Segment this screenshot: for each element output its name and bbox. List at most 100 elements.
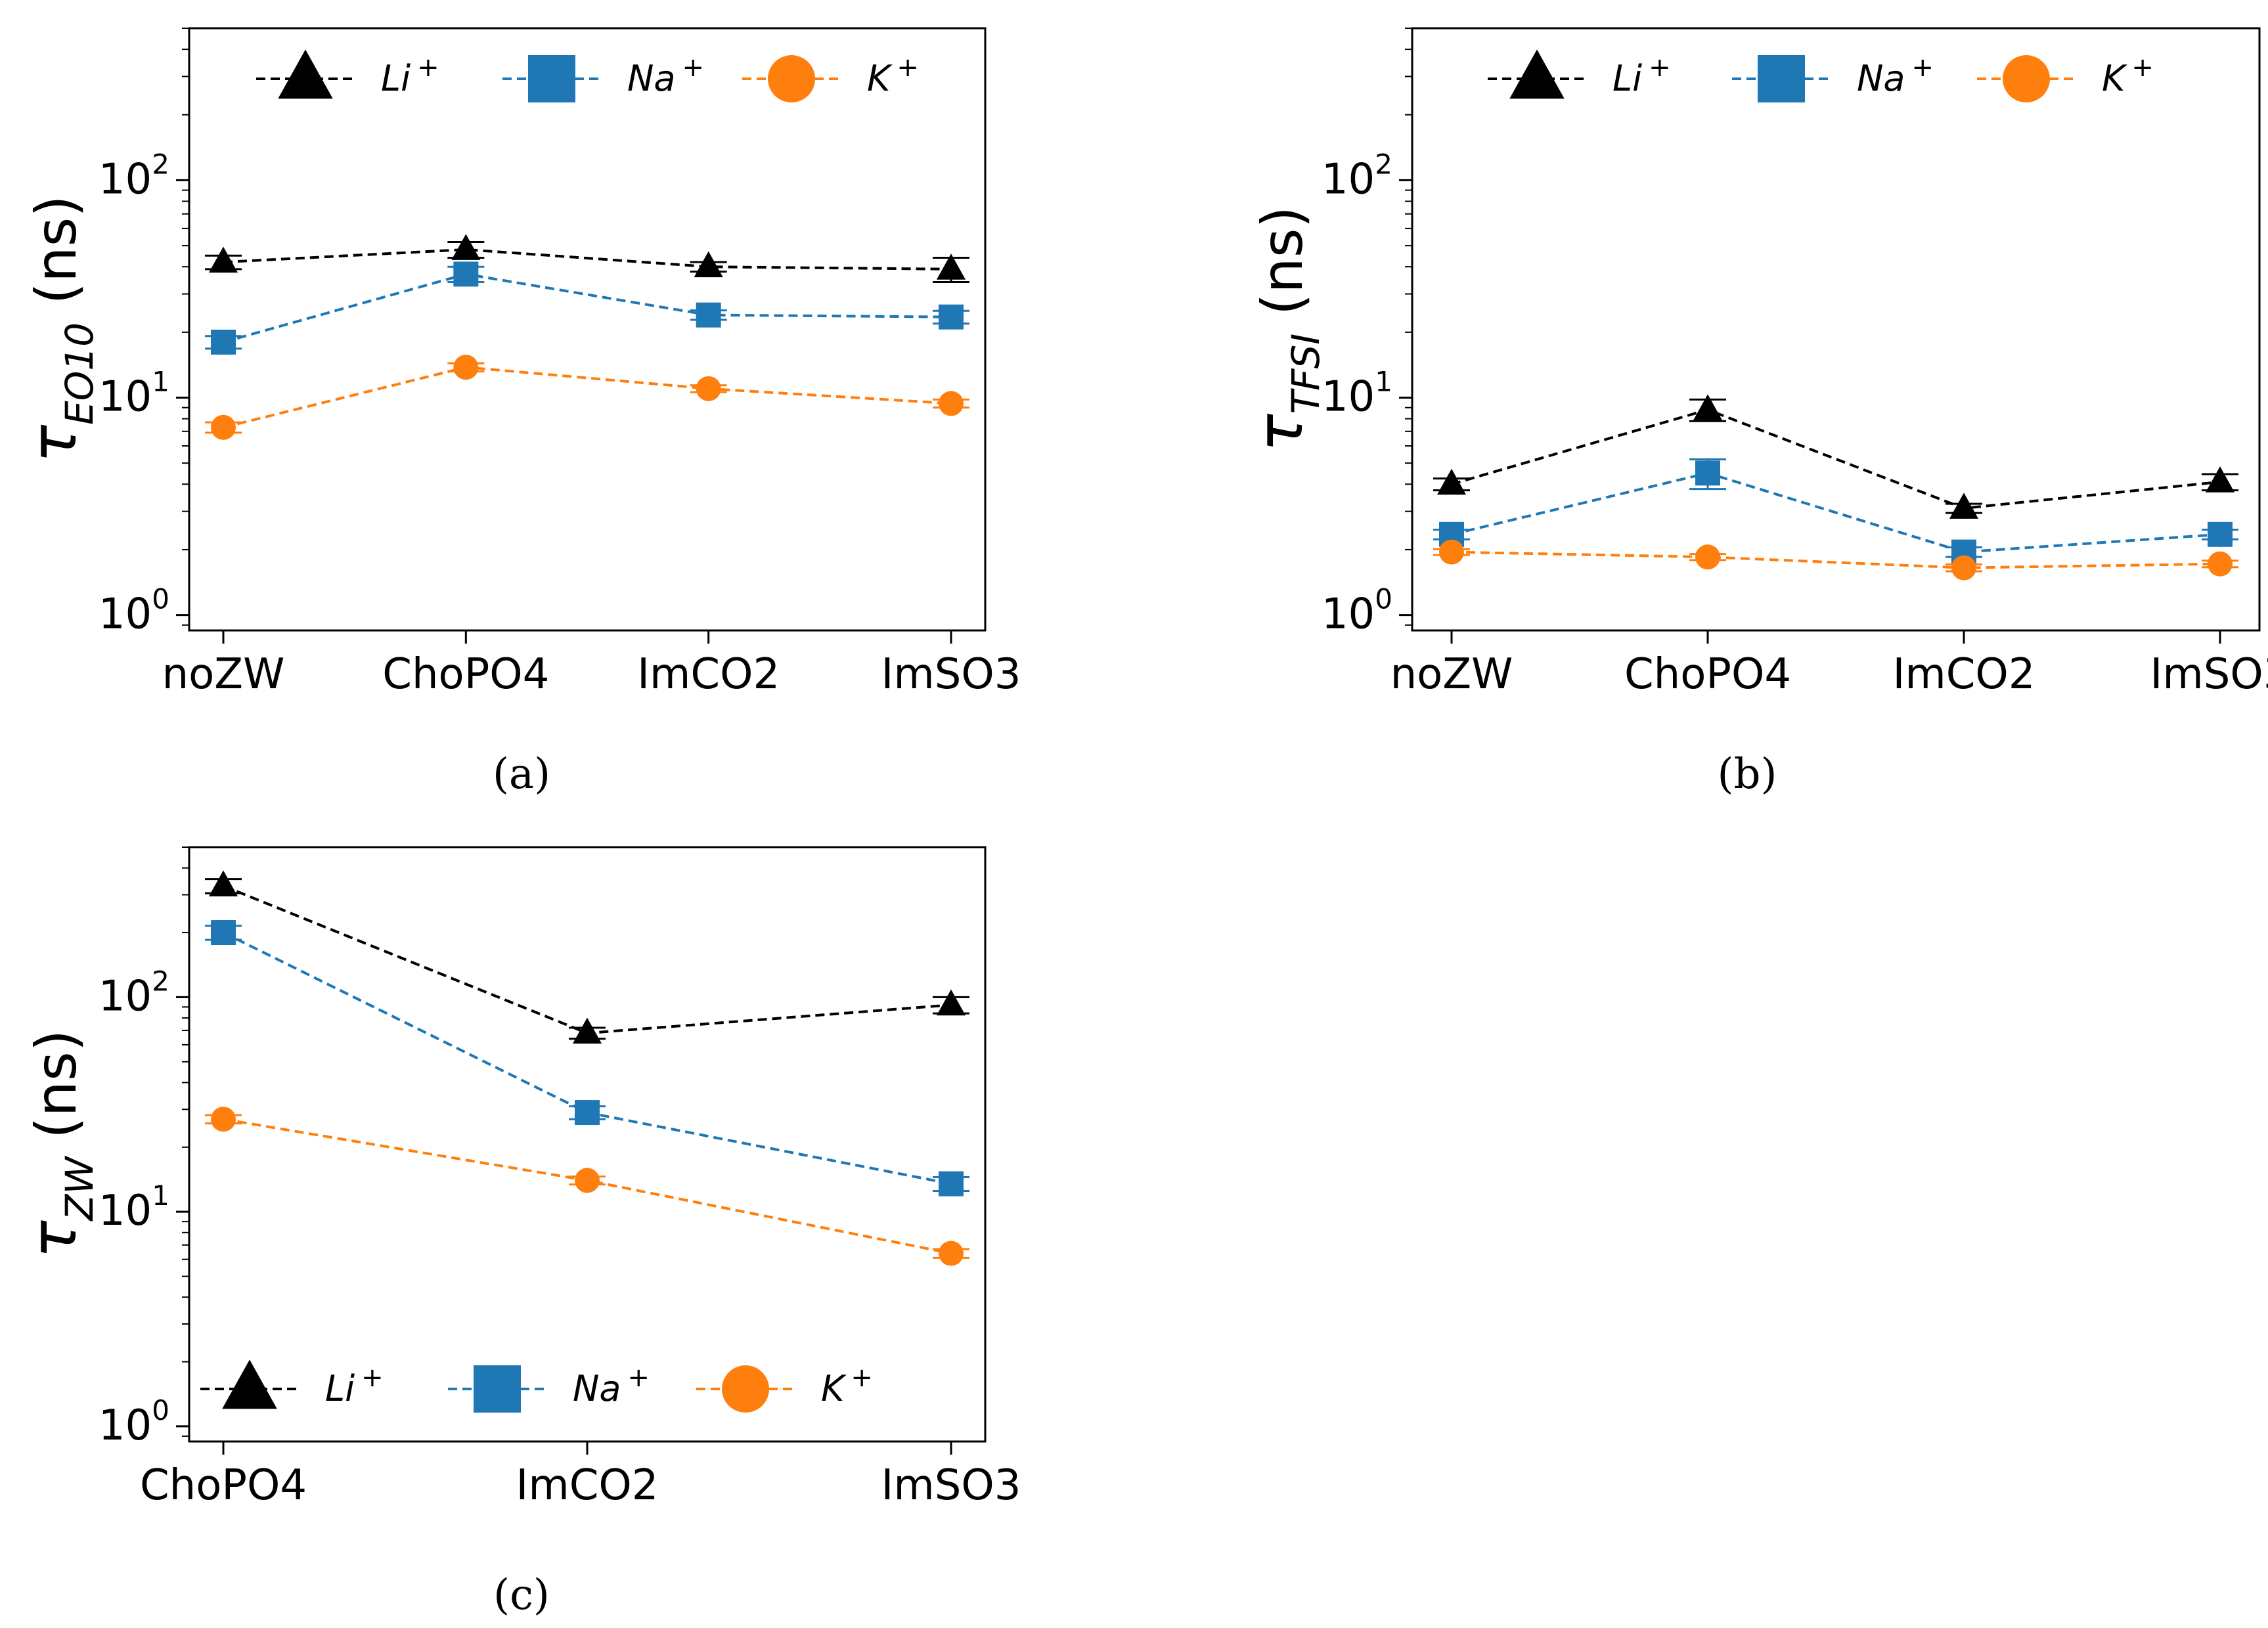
series-na (205, 920, 969, 1197)
y-axis-label-c: τZW (ns) (17, 1030, 102, 1259)
legend-label-na: Na + (627, 53, 704, 99)
series-li (205, 234, 969, 284)
series-b (1433, 394, 2238, 581)
data-point-k (2208, 551, 2233, 577)
x-tick-label: ChoPO4 (140, 1461, 307, 1510)
y-axis-label-b: τTFSI (ns) (1243, 206, 1328, 452)
data-point-li (1949, 493, 1979, 519)
panel-label-b: (b) (1718, 750, 1777, 799)
series-line-na (1451, 472, 2221, 554)
legend-label-na: Na + (1857, 53, 1934, 99)
data-point-li (936, 989, 966, 1016)
series-line-li (1451, 408, 2221, 510)
legend-entry-k: K + (742, 53, 919, 102)
legend-b: Li + Na + K + (1488, 49, 2154, 102)
data-point-li (694, 251, 723, 278)
series-k (205, 355, 969, 440)
data-point-k (1695, 544, 1720, 570)
legend-marker-na (474, 1365, 521, 1413)
legend-marker-k (722, 1365, 769, 1413)
panel-label-a: (a) (493, 750, 550, 799)
legend-label-k: K + (867, 53, 919, 99)
legend-entry-li: Li + (256, 49, 439, 99)
legend-label-na: Na + (573, 1363, 650, 1409)
data-point-na (939, 1171, 964, 1197)
legend-entry-li: Li + (1488, 49, 1671, 99)
y-tick-label: 100 (99, 583, 169, 639)
data-point-k (696, 376, 721, 401)
series-k (205, 1107, 969, 1266)
data-point-k (1439, 539, 1464, 565)
x-tick-label: ImSO3 (881, 650, 1021, 699)
y-axis-label-a: τEO10 (ns) (17, 195, 102, 463)
legend-marker-li (222, 1359, 277, 1409)
series-k (1433, 539, 2238, 581)
series-line-k (1451, 550, 2221, 569)
series-na (205, 261, 969, 355)
ticks-b: 100 101 102 noZW ChoPO4 ImCO2 ImSO3 (1322, 28, 2268, 699)
x-tick-label: ChoPO4 (1624, 650, 1791, 699)
legend-marker-k (768, 55, 815, 102)
ticks-c: 100 101 102 ChoPO4 ImCO2 ImSO3 (99, 847, 1021, 1510)
x-tick-label: ImCO2 (1893, 650, 2035, 699)
series-a (205, 234, 969, 440)
data-point-k (211, 1107, 236, 1132)
data-point-li (1436, 468, 1467, 495)
legend-marker-k (2003, 55, 2050, 102)
x-tick-label: ImCO2 (516, 1461, 659, 1510)
legend-a: Li + Na + K + (256, 49, 919, 102)
data-point-k (211, 414, 236, 440)
x-tick-label: ChoPO4 (382, 650, 549, 699)
data-point-na (211, 920, 236, 946)
series-line-k (223, 366, 952, 429)
data-point-na (211, 330, 236, 355)
data-point-k (939, 391, 964, 416)
legend-c: Li + Na + K + (200, 1359, 873, 1413)
data-point-na (696, 302, 721, 328)
data-point-li (1693, 394, 1723, 420)
data-point-na (575, 1100, 600, 1126)
y-tick-label: 102 (99, 965, 169, 1021)
legend-marker-li (278, 49, 333, 99)
data-point-k (939, 1241, 964, 1266)
data-point-li (936, 253, 966, 280)
x-tick-label: noZW (162, 650, 285, 699)
legend-marker-li (1509, 49, 1565, 99)
plot-frame-a (188, 27, 987, 632)
legend-entry-na: Na + (1732, 53, 1934, 102)
data-point-k (453, 355, 479, 380)
legend-entry-na: Na + (448, 1363, 650, 1413)
y-tick-label: 100 (1322, 583, 1392, 639)
legend-label-li: Li + (325, 1363, 384, 1409)
x-tick-label: ImSO3 (2150, 650, 2268, 699)
series-c (205, 870, 969, 1266)
legend-marker-na (528, 55, 575, 102)
y-tick-label: 102 (1322, 148, 1392, 204)
data-point-li (2205, 466, 2235, 493)
legend-entry-k: K + (1977, 53, 2154, 102)
series-line-li (223, 248, 952, 271)
legend-entry-na: Na + (502, 53, 704, 102)
ticks-a: 100 101 102 noZW ChoPO4 ImCO2 ImSO3 (99, 28, 1021, 699)
y-tick-label: 101 (1322, 366, 1392, 422)
panel-label-c: (c) (493, 1571, 550, 1619)
legend-label-k: K + (2102, 53, 2154, 99)
panel-b: 100 101 102 noZW ChoPO4 ImCO2 ImSO3 τTFSI (ns)… (1243, 27, 2268, 799)
legend-entry-k: K + (696, 1363, 873, 1413)
x-tick-label: noZW (1390, 650, 1513, 699)
legend-entry-li: Li + (200, 1359, 384, 1409)
data-point-li (451, 234, 481, 260)
data-point-li (208, 870, 238, 896)
data-point-na (2208, 521, 2233, 547)
data-point-li (208, 246, 238, 273)
y-tick-label: 101 (99, 1179, 169, 1235)
series-li (205, 870, 969, 1044)
x-tick-label: ImSO3 (881, 1461, 1021, 1510)
data-point-na (453, 261, 479, 287)
panel-a: 100 101 102 noZW ChoPO4 ImCO2 ImSO3 τEO10 (ns)… (17, 27, 1021, 799)
plot-frame-b (1411, 27, 2261, 632)
x-tick-label: ImCO2 (637, 650, 780, 699)
data-point-na (939, 304, 964, 330)
